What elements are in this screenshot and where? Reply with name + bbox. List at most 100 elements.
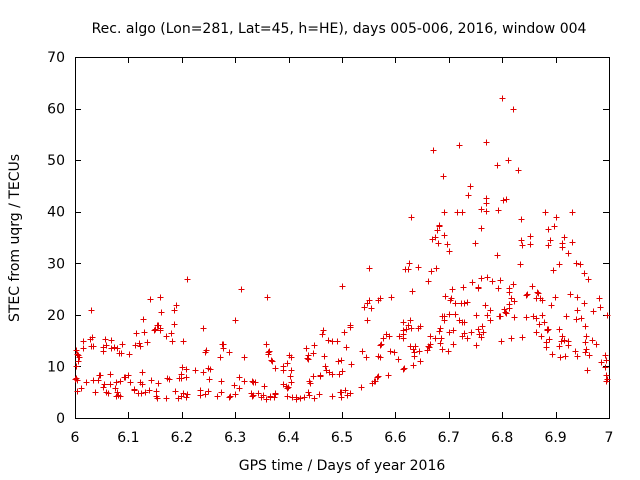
data-point [593, 341, 600, 348]
data-point [391, 349, 398, 356]
data-point [116, 350, 123, 357]
data-point [483, 139, 490, 146]
data-point [433, 265, 440, 272]
data-point [166, 376, 173, 383]
data-point [429, 236, 436, 243]
data-point [500, 197, 507, 204]
data-point [501, 306, 508, 313]
y-tick-label: 70 [47, 50, 65, 66]
data-point [508, 295, 515, 302]
data-point [400, 319, 407, 326]
data-point [561, 337, 568, 344]
data-point [319, 331, 326, 338]
data-point [200, 369, 207, 376]
data-point [562, 353, 569, 360]
data-point [236, 385, 243, 392]
data-point [114, 345, 121, 352]
data-point [407, 317, 414, 324]
data-point [173, 302, 180, 309]
data-point [137, 379, 144, 386]
data-point [184, 391, 191, 398]
data-point [388, 294, 395, 301]
data-point [556, 261, 563, 268]
data-point [286, 352, 293, 359]
data-point [73, 363, 80, 370]
data-point [569, 209, 576, 216]
data-point [478, 225, 485, 232]
data-point [310, 350, 317, 357]
data-point [183, 374, 190, 381]
data-point [430, 147, 437, 154]
data-point [405, 322, 412, 329]
data-point [442, 293, 449, 300]
x-tick-label: 6 [71, 430, 80, 446]
data-point [450, 341, 457, 348]
data-point [288, 367, 295, 374]
data-point [533, 329, 540, 336]
data-point [445, 348, 452, 355]
data-point [95, 377, 102, 384]
data-point [581, 300, 588, 307]
data-point [250, 379, 257, 386]
data-point [255, 390, 262, 397]
data-point [268, 357, 275, 364]
data-point [284, 385, 291, 392]
data-point [184, 276, 191, 283]
data-point [574, 294, 581, 301]
data-point [179, 364, 186, 371]
data-point [168, 330, 175, 337]
data-point [320, 327, 327, 334]
data-point [563, 313, 570, 320]
data-point [280, 363, 287, 370]
data-point [542, 209, 549, 216]
data-point [597, 304, 604, 311]
data-point [503, 310, 510, 317]
data-point [536, 321, 543, 328]
data-point [287, 373, 294, 380]
data-point [241, 354, 248, 361]
data-point [151, 327, 158, 334]
data-point [112, 385, 119, 392]
data-point [157, 294, 164, 301]
x-tick-label: 6.6 [384, 430, 406, 446]
data-point [306, 392, 313, 399]
data-point [126, 351, 133, 358]
data-point [206, 376, 213, 383]
data-point [602, 364, 609, 371]
data-point [400, 366, 407, 373]
data-point [80, 338, 87, 345]
data-point [439, 346, 446, 353]
data-point [74, 388, 81, 395]
axis-ticks [75, 57, 610, 419]
data-point [505, 157, 512, 164]
data-point [519, 242, 526, 249]
data-point [582, 349, 589, 356]
data-point [406, 260, 413, 267]
data-point [272, 365, 279, 372]
data-point [589, 337, 596, 344]
data-point [232, 317, 239, 324]
data-point [558, 338, 565, 345]
data-point [557, 354, 564, 361]
data-point [108, 345, 115, 352]
data-point [311, 342, 318, 349]
data-point [603, 378, 610, 385]
data-point [127, 379, 134, 386]
data-point [478, 206, 485, 213]
data-point [227, 393, 234, 400]
data-point [409, 288, 416, 295]
data-point [171, 321, 178, 328]
data-point [469, 279, 476, 286]
data-point [508, 335, 515, 342]
data-point [569, 239, 576, 246]
data-point [339, 368, 346, 375]
data-point [502, 309, 509, 316]
data-point [598, 359, 605, 366]
data-point [172, 388, 179, 395]
data-point [125, 372, 132, 379]
data-point [261, 383, 268, 390]
data-point [499, 95, 506, 102]
data-point [135, 390, 142, 397]
x-tick-label: 6.7 [438, 430, 460, 446]
